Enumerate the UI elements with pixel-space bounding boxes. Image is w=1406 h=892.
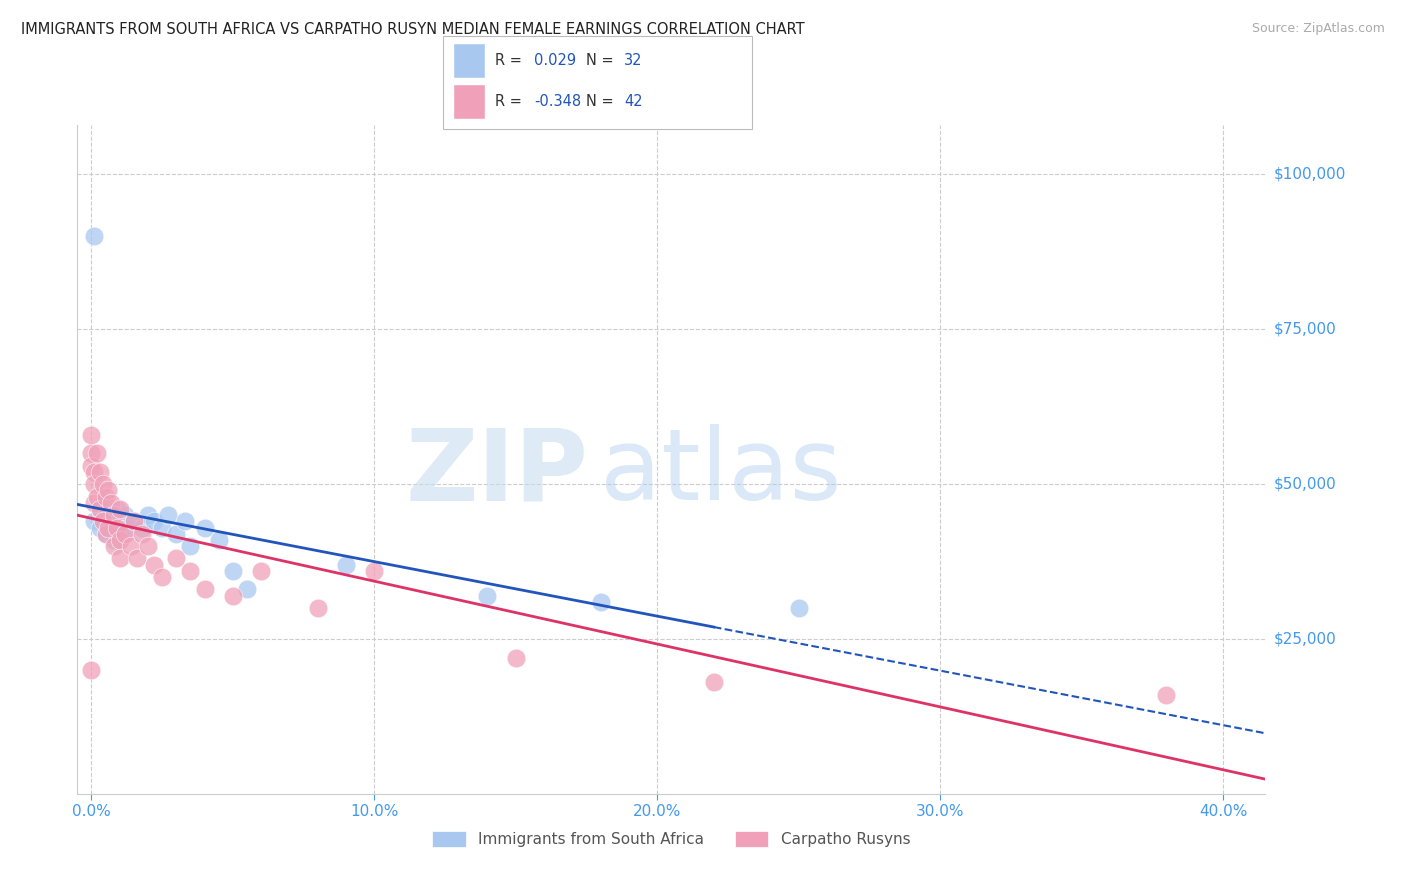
Point	[100, 496, 122, 510]
Text: R =: R =	[495, 54, 522, 68]
Text: R =: R =	[495, 95, 522, 109]
Point	[136, 539, 159, 553]
Point	[83, 496, 105, 510]
Point	[103, 508, 125, 523]
Text: N =: N =	[586, 95, 614, 109]
Text: -0.348: -0.348	[534, 95, 582, 109]
Point	[136, 508, 159, 523]
Point	[179, 539, 201, 553]
Text: Source: ZipAtlas.com: Source: ZipAtlas.com	[1251, 22, 1385, 36]
Point	[236, 582, 259, 597]
Point	[1156, 688, 1178, 702]
Text: $50,000: $50,000	[1274, 476, 1337, 491]
Text: atlas: atlas	[600, 425, 842, 521]
Point	[108, 502, 131, 516]
Point	[150, 520, 173, 534]
Point	[86, 446, 108, 460]
Point	[194, 582, 217, 597]
Point	[108, 514, 131, 528]
Point	[83, 477, 105, 491]
Point	[100, 514, 122, 528]
Point	[91, 477, 114, 491]
Point	[122, 514, 145, 528]
Point	[307, 601, 329, 615]
Point	[108, 533, 131, 547]
Legend: Immigrants from South Africa, Carpatho Rusyns: Immigrants from South Africa, Carpatho R…	[426, 825, 917, 853]
Point	[787, 601, 810, 615]
Text: N =: N =	[586, 54, 614, 68]
Text: IMMIGRANTS FROM SOUTH AFRICA VS CARPATHO RUSYN MEDIAN FEMALE EARNINGS CORRELATIO: IMMIGRANTS FROM SOUTH AFRICA VS CARPATHO…	[21, 22, 804, 37]
Text: $75,000: $75,000	[1274, 322, 1337, 337]
Text: 32: 32	[624, 54, 643, 68]
Point	[89, 465, 111, 479]
Point	[86, 490, 108, 504]
Text: 42: 42	[624, 95, 643, 109]
Point	[108, 526, 131, 541]
Point	[703, 675, 725, 690]
Point	[122, 514, 145, 528]
Point	[103, 533, 125, 547]
Point	[150, 570, 173, 584]
Point	[125, 551, 148, 566]
Point	[94, 526, 117, 541]
Point	[131, 526, 153, 541]
Point	[505, 650, 527, 665]
Point	[208, 533, 231, 547]
Point	[173, 514, 195, 528]
Point	[250, 564, 273, 578]
Point	[114, 508, 136, 523]
Point	[131, 520, 153, 534]
Text: ZIP: ZIP	[405, 425, 588, 521]
Point	[105, 502, 128, 516]
Point	[89, 502, 111, 516]
Point	[80, 446, 103, 460]
Point	[194, 520, 217, 534]
Point	[117, 520, 139, 534]
Point	[156, 508, 179, 523]
Point	[222, 589, 245, 603]
Point	[103, 520, 125, 534]
Text: $25,000: $25,000	[1274, 632, 1337, 647]
Point	[94, 490, 117, 504]
Point	[114, 526, 136, 541]
Point	[94, 508, 117, 523]
Point	[477, 589, 499, 603]
Point	[335, 558, 357, 572]
Point	[91, 496, 114, 510]
Point	[589, 595, 612, 609]
Point	[83, 514, 105, 528]
Point	[83, 465, 105, 479]
Point	[89, 502, 111, 516]
Point	[97, 520, 120, 534]
Point	[83, 229, 105, 244]
Point	[165, 551, 187, 566]
Point	[142, 514, 165, 528]
Point	[222, 564, 245, 578]
Point	[80, 427, 103, 442]
Point	[108, 551, 131, 566]
Point	[363, 564, 385, 578]
Point	[105, 520, 128, 534]
Point	[142, 558, 165, 572]
Point	[91, 514, 114, 528]
Point	[165, 526, 187, 541]
Point	[179, 564, 201, 578]
Point	[89, 520, 111, 534]
Point	[120, 539, 142, 553]
Point	[97, 483, 120, 498]
Text: $100,000: $100,000	[1274, 167, 1346, 182]
Point	[80, 458, 103, 473]
Point	[80, 663, 103, 677]
Point	[103, 539, 125, 553]
Text: 0.029: 0.029	[534, 54, 576, 68]
Point	[94, 526, 117, 541]
